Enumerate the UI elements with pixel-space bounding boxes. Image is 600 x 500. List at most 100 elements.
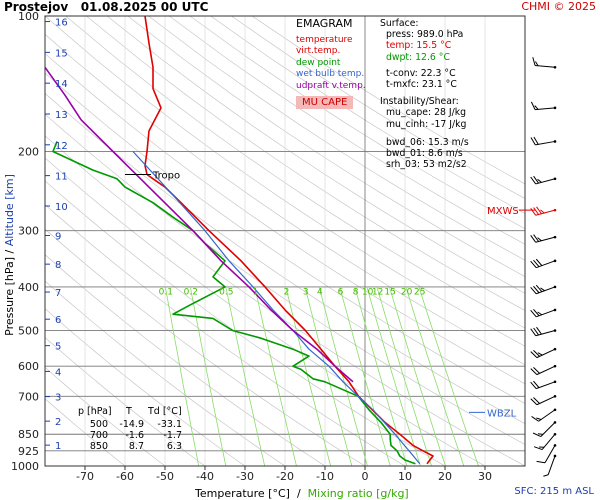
dry-adiabat xyxy=(45,52,525,385)
wind-barb-feather xyxy=(533,285,540,294)
dry-adiabat xyxy=(168,16,525,245)
wind-barb xyxy=(531,408,557,422)
wind-barb-feather xyxy=(530,176,537,185)
level-t: -14.9 xyxy=(119,419,144,430)
wind-barb-feather xyxy=(533,397,540,404)
altitude-tick-label: 12 xyxy=(55,141,68,152)
pressure-tick-label: 600 xyxy=(18,360,39,373)
wind-barb-shaft xyxy=(535,65,556,68)
wind-barb-shaft xyxy=(536,395,556,406)
mixing-ratio-line xyxy=(339,286,391,466)
level-td: -1.7 xyxy=(163,430,182,441)
altitude-tick-label: 10 xyxy=(55,202,68,213)
wind-barb xyxy=(533,432,557,451)
mixing-ratio-label: 12 xyxy=(372,287,383,297)
legend-item-temperature: temperature xyxy=(296,34,353,45)
wind-barb-feather xyxy=(530,137,536,146)
wind-barb-station xyxy=(553,432,557,436)
dry-adiabat xyxy=(148,16,525,261)
dry-adiabat xyxy=(65,16,525,329)
legend-item-updraft: udpraft v.temp. xyxy=(296,80,366,91)
x-tick-label: -10 xyxy=(316,470,334,483)
x-axis-title-sep: / xyxy=(296,487,301,500)
wind-barb-feather xyxy=(530,398,538,406)
mixing-ratio-line xyxy=(405,286,465,466)
wind-barb-feather xyxy=(537,433,544,435)
mixing-ratio-line xyxy=(354,286,408,466)
series-temperature xyxy=(144,16,434,465)
mu-cinh: mu_cinh: -17 J/kg xyxy=(386,118,467,130)
wind-barb-feather xyxy=(533,308,540,317)
dry-adiabat xyxy=(45,33,525,366)
x-tick-label: 10 xyxy=(398,470,412,483)
wind-barb-shaft xyxy=(541,433,556,450)
wind-barb xyxy=(532,57,557,69)
info-panel: Surface: press: 989.0 hPa temp: 15.5 °C … xyxy=(380,18,498,170)
dry-adiabat xyxy=(231,16,525,199)
wind-barb-feather xyxy=(531,416,539,422)
x-tick-label: 0 xyxy=(362,470,369,483)
pressure-tick-label: 850 xyxy=(18,428,39,441)
x-tick-label: 20 xyxy=(438,470,452,483)
wind-barb-station xyxy=(553,347,557,351)
wind-barb-shaft xyxy=(535,140,556,146)
mixing-ratio-line xyxy=(376,286,432,466)
pressure-tick-label: 400 xyxy=(18,281,39,294)
mu-cape: mu_cape: 28 J/kg xyxy=(386,107,467,119)
wind-barb-feather xyxy=(533,446,543,451)
y-axis-title-sep: / xyxy=(3,246,16,253)
wind-barb-feather xyxy=(530,351,538,358)
level-row: 500 -14.9 -33.1 xyxy=(78,419,182,430)
dry-adiabat xyxy=(86,16,525,311)
level-td: 6.3 xyxy=(166,441,182,452)
y-axis-title-pressure: Pressure [hPa] xyxy=(3,253,16,335)
wind-barb-feather xyxy=(532,57,536,66)
wind-barb-shaft xyxy=(536,309,556,318)
level-row: 700 -1.6 -1.7 xyxy=(78,430,182,441)
wind-barb-feather xyxy=(536,460,546,464)
pressure-tick-label: 1000 xyxy=(11,460,39,473)
mixing-ratio-line xyxy=(318,286,368,466)
wind-barb-feather xyxy=(536,417,542,421)
chart-title: Prostejov 01.08.2025 00 UTC xyxy=(4,0,208,14)
mixing-ratio-label: 25 xyxy=(414,287,425,297)
level-header-td: Td [°C] xyxy=(148,406,182,417)
wind-barb-shaft xyxy=(535,209,556,216)
wind-barb-station xyxy=(553,380,557,384)
wind-barb-station xyxy=(553,394,557,398)
altitude-tick-label: 2 xyxy=(55,417,61,428)
legend-item-wet-bulb: wet bulb temp. xyxy=(296,69,365,79)
wind-barb xyxy=(530,258,557,269)
wind-barb-station xyxy=(553,106,557,110)
wind-barb xyxy=(530,326,557,337)
wind-barb-shaft xyxy=(535,178,556,185)
wind-barb-feather xyxy=(533,175,539,184)
wind-barb-feather xyxy=(530,235,537,243)
t-conv: t-conv: 22.3 °C xyxy=(386,67,456,79)
wind-barb-feather xyxy=(530,286,537,295)
wind-barb xyxy=(530,347,557,359)
wind-barb-feather xyxy=(533,380,540,388)
wind-barb-shaft xyxy=(540,422,556,437)
wind-barb-station xyxy=(553,454,557,458)
wind-barb-feather xyxy=(533,234,539,242)
x-tick-label: -60 xyxy=(116,470,134,483)
level-p: 700 xyxy=(89,430,108,441)
wind-barb-shaft xyxy=(544,445,556,463)
wind-barb-feather xyxy=(532,432,542,437)
mixing-ratio-line xyxy=(389,286,446,466)
mixing-ratio-label: 8 xyxy=(353,287,359,297)
bwd-06: bwd_06: 15.3 m/s xyxy=(386,136,469,148)
tropopause-label: Tropo xyxy=(152,170,180,181)
altitude-tick-label: 8 xyxy=(55,260,61,271)
mixing-ratio-label: 0.2 xyxy=(184,287,198,297)
wind-barb-feather xyxy=(535,61,539,67)
wind-barb-feather xyxy=(537,178,542,183)
bwd-01: bwd_01: 8.6 m/s xyxy=(386,148,463,160)
wind-barb-station xyxy=(553,259,557,263)
wind-barb-feather xyxy=(535,284,543,293)
altitude-tick-label: 1 xyxy=(55,441,61,452)
wind-barb-feather xyxy=(530,101,536,110)
wind-barb-station xyxy=(553,285,557,289)
station-name: Prostejov xyxy=(4,0,69,14)
